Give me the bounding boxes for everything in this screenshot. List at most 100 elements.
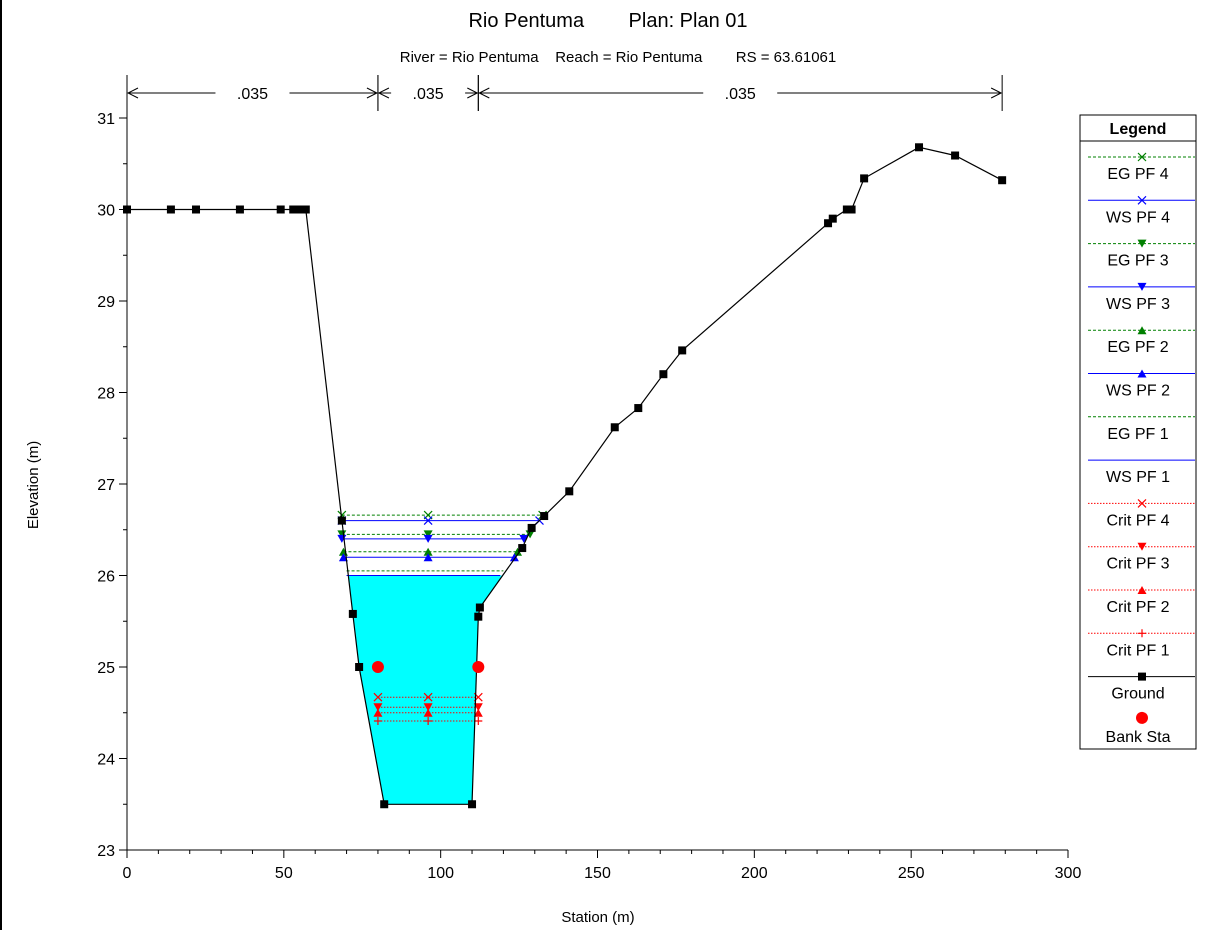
manning-arrow-head	[377, 87, 390, 99]
ground-point	[166, 205, 175, 214]
ground-point	[842, 205, 851, 214]
x-tick-label: 250	[898, 865, 925, 882]
ground-point	[915, 143, 924, 152]
legend-marker	[1137, 498, 1147, 508]
ground-point	[565, 487, 574, 496]
window-left-border	[0, 0, 2, 930]
ground-point	[828, 214, 837, 223]
legend-title: Legend	[1110, 121, 1167, 138]
legend-label: Crit PF 1	[1106, 642, 1169, 659]
legend-label: WS PF 2	[1106, 383, 1170, 400]
ground-point	[235, 205, 244, 214]
water-fill	[348, 575, 503, 805]
y-tick-label: 31	[97, 111, 115, 128]
y-tick-label: 30	[97, 203, 115, 220]
profile-marker	[373, 716, 382, 725]
profile-marker	[423, 547, 433, 556]
ground-point	[610, 423, 619, 432]
legend: Legend EG PF 4 WS PF 4 EG PF 3 WS PF 3 EG PF…	[1079, 114, 1197, 750]
y-tick-label: 29	[97, 294, 115, 311]
profile-marker	[525, 530, 535, 539]
ground-line	[127, 146, 1003, 805]
ground-point	[824, 219, 833, 228]
profile-marker	[338, 553, 348, 562]
ground-point	[276, 205, 285, 214]
ground-point	[468, 800, 477, 809]
legend-label: EG PF 4	[1107, 166, 1168, 183]
profile-marker	[423, 530, 433, 539]
y-tick-label: 23	[97, 843, 115, 860]
ground-point	[847, 205, 856, 214]
manning-n-label: .035	[237, 86, 268, 103]
legend-marker	[1137, 282, 1147, 291]
ground-point	[475, 603, 484, 612]
legend-marker	[1136, 711, 1148, 724]
legend-marker	[1137, 369, 1147, 378]
legend-label: Crit PF 3	[1106, 556, 1169, 573]
bank-station-marker	[472, 661, 485, 673]
legend-marker	[1138, 629, 1146, 638]
ground-point	[192, 205, 201, 214]
legend-label: Bank Sta	[1106, 729, 1171, 746]
legend-label: Crit PF 4	[1106, 512, 1169, 529]
ground-point	[998, 176, 1007, 185]
ground-point	[301, 205, 310, 214]
ground-point	[348, 609, 357, 618]
ground-point	[540, 512, 549, 521]
profile-marker	[373, 703, 383, 712]
legend-label: WS PF 4	[1106, 209, 1170, 226]
x-tick-label: 200	[741, 865, 768, 882]
manning-arrow-head	[478, 87, 490, 99]
legend-marker	[1137, 586, 1147, 594]
ground-point	[295, 205, 304, 214]
legend-label: WS PF 1	[1106, 469, 1170, 486]
ground-point	[951, 151, 960, 160]
profile-marker	[423, 692, 433, 702]
profile-marker	[519, 534, 529, 543]
profile-marker	[509, 553, 519, 562]
ground-point	[380, 800, 389, 809]
profile-marker	[337, 530, 347, 539]
legend-label: Crit PF 2	[1106, 599, 1169, 616]
ground-point	[659, 370, 668, 379]
plot-area: 0 50 100 150 200 250 300 23 24 25 26 27 28 29 30 31 .035…	[97, 75, 1081, 882]
y-tick-label: 25	[97, 660, 115, 677]
profile-marker	[373, 708, 383, 717]
x-tick-label: 50	[275, 865, 293, 882]
legend-marker	[1137, 152, 1147, 162]
legend-label: WS PF 3	[1106, 296, 1170, 313]
manning-arrow-head	[990, 87, 1003, 99]
x-tick-label: 150	[584, 865, 611, 882]
legend-label: EG PF 3	[1107, 253, 1168, 270]
ground-point	[289, 205, 298, 214]
y-axis-label: Elevation (m)	[25, 441, 42, 529]
profile-marker	[474, 716, 483, 725]
profile-marker	[513, 547, 523, 556]
legend-marker	[1137, 542, 1147, 551]
legend-box	[1079, 114, 1197, 750]
ground-point	[123, 205, 131, 214]
legend-label: Ground	[1111, 686, 1164, 703]
legend-label: EG PF 1	[1107, 426, 1168, 443]
profile-marker	[473, 708, 483, 717]
x-axis-label: Station (m)	[561, 909, 634, 926]
y-tick-label: 28	[97, 386, 115, 403]
profile-marker	[423, 708, 433, 717]
y-tick-label: 27	[97, 477, 115, 494]
chart-title: Rio Pentuma Plan: Plan 01	[468, 10, 747, 32]
manning-n-label: .035	[413, 86, 444, 103]
ground-point	[634, 404, 643, 413]
manning-arrow-head	[366, 87, 379, 99]
x-tick-label: 0	[123, 865, 132, 882]
profile-marker	[423, 516, 433, 526]
profile-marker	[423, 703, 433, 712]
ground-point	[678, 346, 687, 355]
profile-marker	[473, 703, 483, 712]
legend-marker	[1138, 672, 1146, 681]
ground-point	[518, 544, 527, 553]
manning-arrow-head	[126, 87, 139, 99]
x-tick-label: 300	[1055, 865, 1082, 882]
legend-label: EG PF 2	[1107, 339, 1168, 356]
manning-n-label: .035	[725, 86, 756, 103]
